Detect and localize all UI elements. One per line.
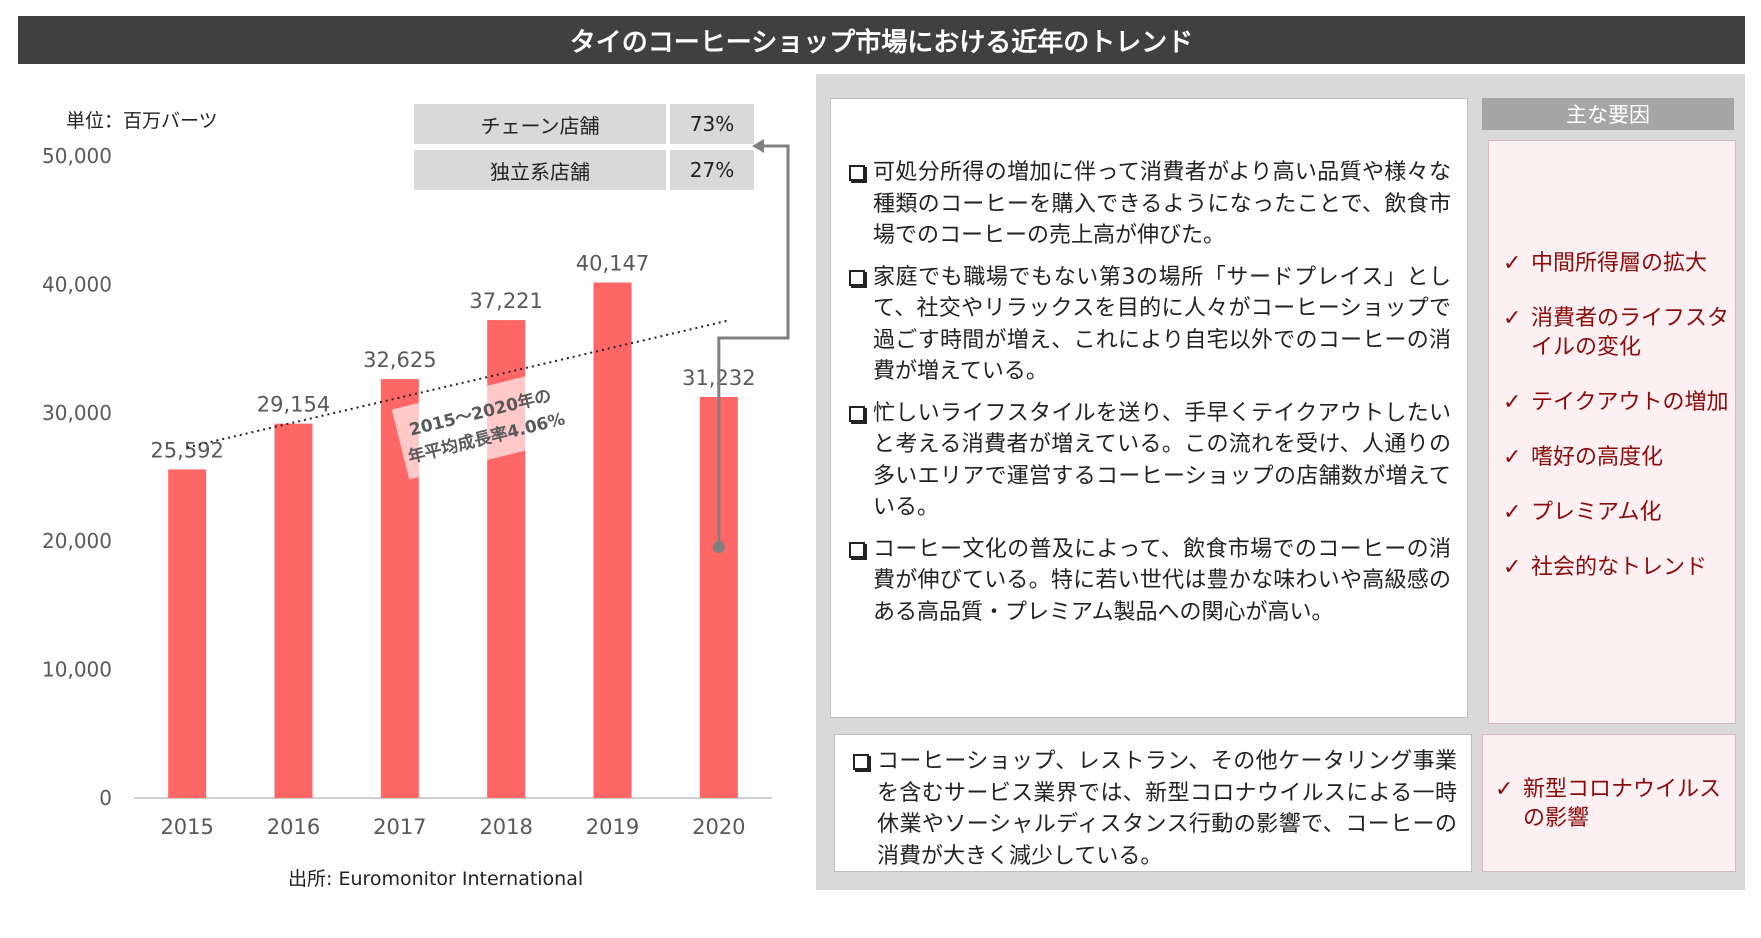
bar [593,282,632,798]
checkbox-bullet-icon [853,754,869,770]
covid-bullet-box: コーヒーショップ、レストラン、その他ケータリング事業を含むサービス業界では、新型… [834,734,1472,872]
bullet-item: コーヒー文化の普及によって、飲食市場でのコーヒーの消費が伸びている。特に若い世代… [849,534,1451,629]
check-icon: ✓ [1503,390,1522,415]
share-value: 73% [670,104,754,144]
bullet-item: 家庭でも職場でもない第3の場所「サードプレイス」として、社交やリラックスを目的に… [849,262,1451,388]
page-title: タイのコーヒーショップ市場における近年のトレンド [18,16,1745,64]
check-icon: ✓ [1503,445,1522,470]
covid-factor-box: ✓ 新型コロナウイルスの影響 [1482,734,1736,872]
x-tick-label: 2016 [267,815,320,839]
unit-label: 単位：百万バーツ [66,110,218,132]
connector-line [717,144,790,547]
y-tick-label: 20,000 [42,529,112,553]
x-tick-label: 2020 [692,815,745,839]
bar [168,469,207,798]
x-tick-label: 2018 [479,815,532,839]
y-tick-label: 40,000 [42,272,112,296]
bullet-item: 忙しいライフスタイルを送り、手早くテイクアウトしたいと考える消費者が増えている。… [849,398,1451,524]
checkbox-bullet-icon [849,269,865,286]
data-label: 29,154 [257,393,330,417]
check-icon: ✓ [1503,251,1522,276]
share-row-chain: チェーン店舗 73% [414,104,754,144]
annotation-box [391,368,575,480]
factor-item: ✓ 中間所得層の拡大 [1503,249,1735,278]
bullet-text: コーヒー文化の普及によって、飲食市場でのコーヒーの消費が伸びている。特に若い世代… [873,536,1451,625]
bullet-item: 可処分所得の増加に伴って消費者がより高い品質や様々な種類のコーヒーを購入できるよ… [849,157,1451,252]
factor-item: ✓ 嗜好の高度化 [1503,443,1735,472]
trendline [186,319,730,449]
connector-arrow-icon [752,139,764,153]
factor-text: テイクアウトの増加 [1531,390,1729,415]
check-icon: ✓ [1495,777,1514,802]
x-tick-label: 2015 [160,815,213,839]
data-label: 37,221 [469,289,542,313]
bullet-item: コーヒーショップ、レストラン、その他ケータリング事業を含むサービス業界では、新型… [853,746,1457,872]
share-label: 独立系店舗 [414,150,666,190]
factor-item: ✓ テイクアウトの増加 [1503,388,1735,417]
factor-item: ✓ 消費者のライフスタイルの変化 [1503,304,1735,362]
check-icon: ✓ [1503,555,1522,580]
share-label: チェーン店舗 [414,104,666,144]
y-tick-label: 0 [99,786,112,810]
checkbox-bullet-icon [849,165,865,181]
bullet-text: コーヒーショップ、レストラン、その他ケータリング事業を含むサービス業界では、新型… [877,749,1457,869]
factor-text: 中間所得層の拡大 [1531,251,1708,276]
factor-text: 新型コロナウイルスの影響 [1523,777,1722,831]
share-row-independent: 独立系店舗 27% [414,150,754,190]
factors-header: 主な要因 [1482,98,1734,130]
x-tick-label: 2019 [586,815,639,839]
share-value: 27% [670,150,754,190]
factor-item: ✓ プレミアム化 [1503,498,1735,527]
factor-text: 嗜好の高度化 [1531,445,1664,470]
source-note: 出所: Euromonitor International [288,868,584,890]
bullet-text: 可処分所得の増加に伴って消費者がより高い品質や様々な種類のコーヒーを購入できるよ… [873,160,1451,248]
checkbox-bullet-icon [849,541,865,558]
factors-box: ✓ 中間所得層の拡大 ✓ 消費者のライフスタイルの変化 ✓ テイクアウトの増加 … [1488,140,1736,724]
bar-chart: 0 10,000 20,000 30,000 40,000 50,000 25,592 201… [42,139,790,839]
bullet-text: 忙しいライフスタイルを送り、手早くテイクアウトしたいと考える消費者が増えている。… [873,400,1451,521]
check-icon: ✓ [1503,306,1522,331]
bar [274,423,313,798]
factor-item: ✓ 新型コロナウイルスの影響 [1495,775,1735,833]
factor-item: ✓ 社会的なトレンド [1503,553,1735,582]
factor-text: 消費者のライフスタイルの変化 [1531,306,1730,360]
data-label: 25,592 [150,438,223,462]
factor-text: プレミアム化 [1531,500,1662,525]
y-tick-label: 10,000 [42,658,112,682]
bullet-text: 家庭でも職場でもない第3の場所「サードプレイス」として、社交やリラックスを目的に… [873,264,1451,385]
x-tick-label: 2017 [373,815,426,839]
trend-bullets-box: 可処分所得の増加に伴って消費者がより高い品質や様々な種類のコーヒーを購入できるよ… [830,98,1468,718]
factor-text: 社会的なトレンド [1531,555,1708,580]
checkbox-bullet-icon [849,405,865,422]
data-label: 40,147 [576,252,649,276]
connector-dot [712,540,725,553]
y-tick-label: 30,000 [42,401,112,425]
data-label: 32,625 [363,348,436,372]
y-tick-label: 50,000 [42,144,112,168]
check-icon: ✓ [1503,500,1522,525]
